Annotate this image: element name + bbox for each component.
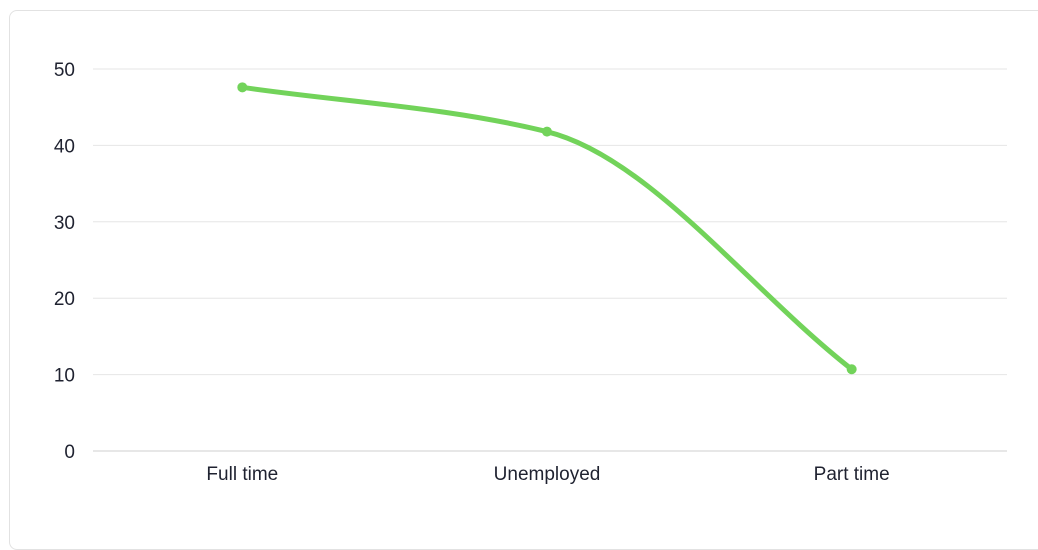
x-tick-label: Full time <box>206 464 278 485</box>
y-tick-label: 30 <box>54 213 75 234</box>
y-axis-tick-labels: 0 10 20 30 40 50 <box>54 60 75 463</box>
y-tick-label: 0 <box>64 442 75 463</box>
chart-card <box>9 10 1038 550</box>
y-tick-label: 50 <box>54 60 75 81</box>
line-chart: 0 10 20 30 40 50 Full time Unemployed Part time <box>54 60 1007 485</box>
series-group <box>237 82 857 375</box>
y-tick-label: 10 <box>54 366 75 387</box>
series-line <box>239 84 855 372</box>
data-point[interactable] <box>237 82 248 93</box>
data-point[interactable] <box>542 126 552 137</box>
x-tick-label: Unemployed <box>494 464 601 485</box>
x-tick-label: Part time <box>814 464 890 485</box>
x-axis-tick-labels: Full time Unemployed Part time <box>206 464 889 485</box>
y-tick-label: 40 <box>54 136 75 157</box>
gridlines <box>93 68 1007 452</box>
data-point[interactable] <box>846 364 857 375</box>
y-tick-label: 20 <box>54 289 75 310</box>
